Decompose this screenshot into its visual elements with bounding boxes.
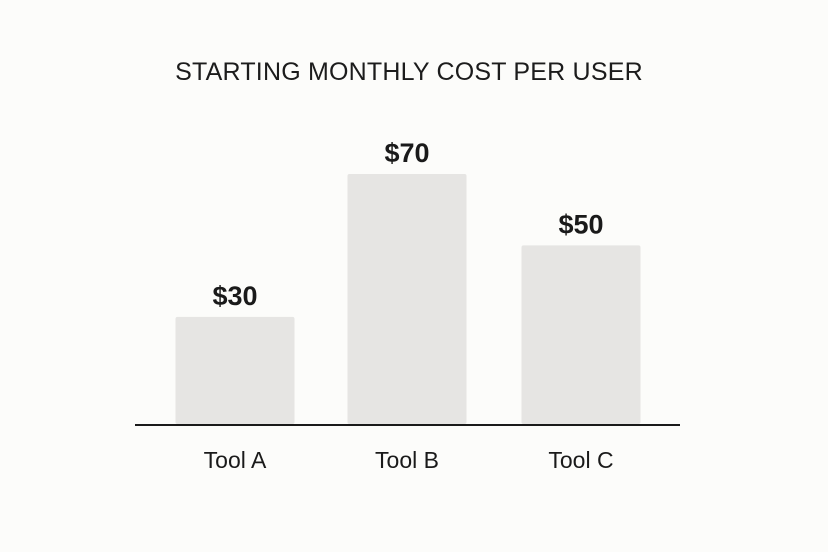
x-tick-label: Tool B [375,447,439,473]
bar-value-label: $30 [212,281,257,311]
x-tick-label: Tool A [204,447,267,473]
bar-tool-c [521,245,641,424]
bar-tool-b [347,174,467,424]
chart-title: STARTING MONTHLY COST PER USER [175,58,643,86]
labels-group: $30 Tool A $70 Tool B $50 Tool C [204,138,614,473]
x-tick-label: Tool C [548,447,613,473]
bar-value-label: $70 [384,138,429,168]
bar-tool-a [175,316,295,424]
bars-group [175,174,641,424]
bar-value-label: $50 [558,209,603,239]
